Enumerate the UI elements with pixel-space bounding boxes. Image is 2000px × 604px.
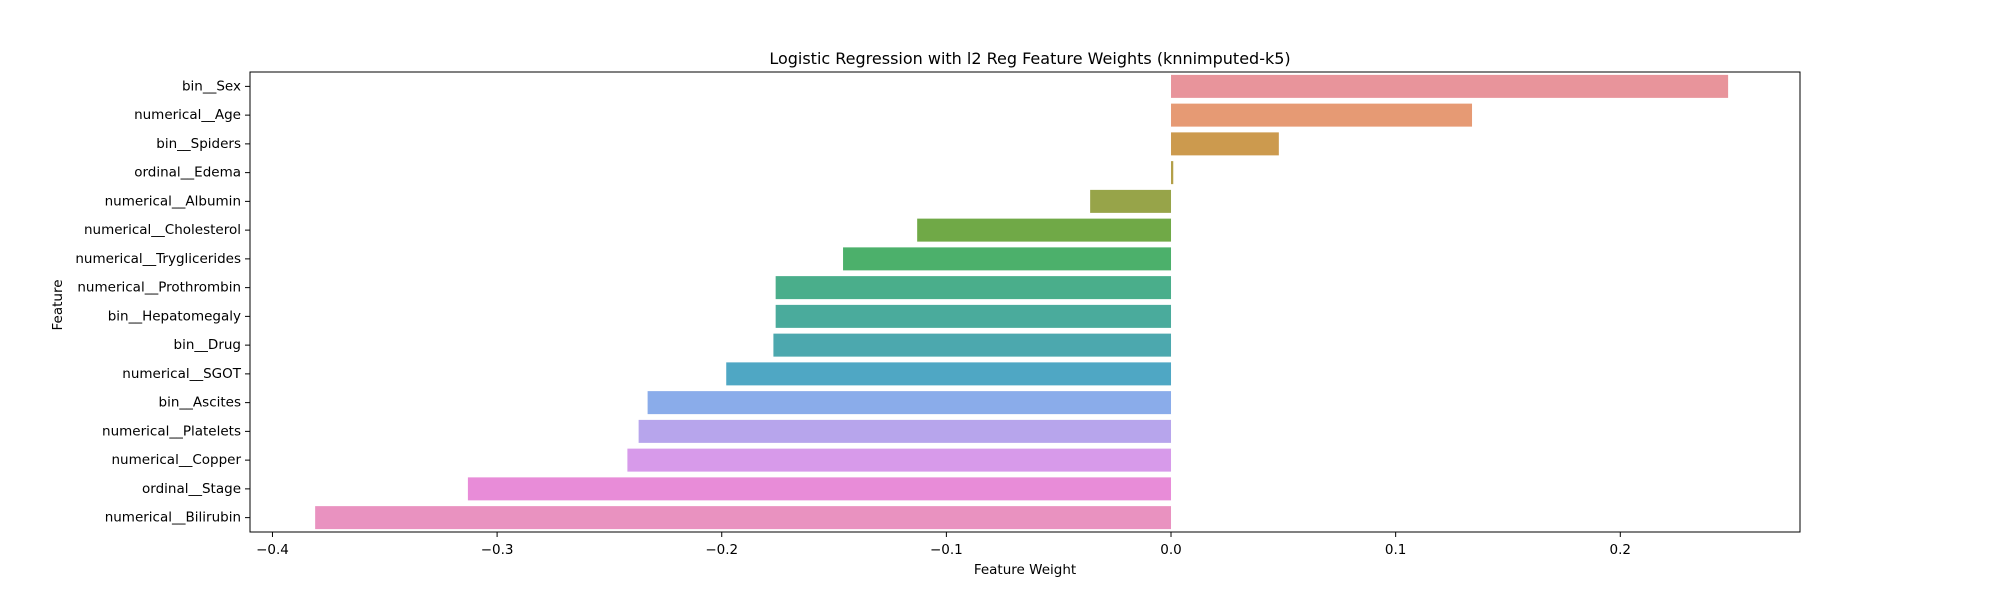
y-tick-label: numerical__SGOT <box>122 366 241 382</box>
y-tick-label: bin__Drug <box>174 337 241 353</box>
y-axis-ticks: bin__Sex numerical__Age bin__Spidersordina… <box>75 78 250 526</box>
x-axis-label: Feature Weight <box>974 562 1076 578</box>
bar-bin-hepatomegaly <box>775 304 1172 328</box>
bar-bin-drug <box>773 333 1172 357</box>
x-tick-label: −0.1 <box>930 542 963 558</box>
x-axis-ticks: −0.4 −0.3 −0.2 −0.1 0.0 0.1 0.2 <box>256 532 1631 558</box>
bar-numerical-albumin <box>1090 189 1172 213</box>
bar-bin-sex <box>1171 74 1729 98</box>
bar-bin-ascites <box>647 391 1172 415</box>
y-tick-label: ordinal__Edema <box>134 165 241 181</box>
bar-numerical-cholesterol <box>917 218 1172 242</box>
x-tick-label: 0.1 <box>1385 542 1406 558</box>
y-tick-label: bin__Spiders <box>156 136 241 152</box>
y-tick-label: bin__Ascites <box>159 395 241 411</box>
bars-layer <box>315 74 1729 530</box>
y-tick-label: numerical__Cholesterol <box>84 222 241 238</box>
x-tick-label: 0.0 <box>1160 542 1181 558</box>
y-tick-label: bin__Hepatomegaly <box>108 308 241 324</box>
bar-ordinal-stage <box>467 477 1172 501</box>
x-tick-label: −0.3 <box>481 542 514 558</box>
bar-numerical-age <box>1171 103 1473 127</box>
bar-numerical-copper <box>627 448 1172 472</box>
y-tick-label: numerical__Platelets <box>102 423 241 439</box>
x-tick-label: 0.2 <box>1610 542 1631 558</box>
bar-numerical-platelets <box>638 419 1172 443</box>
y-tick-label: bin__Sex <box>182 78 241 94</box>
x-tick-label: −0.2 <box>705 542 738 558</box>
y-tick-label: numerical__Tryglicerides <box>75 251 241 267</box>
bar-numerical-tryglicerides <box>843 247 1172 271</box>
y-tick-label: numerical__Copper <box>112 452 242 468</box>
plot-frame <box>249 71 1801 533</box>
chart-title: Logistic Regression with l2 Reg Feature … <box>769 49 1290 68</box>
bar-numerical-prothrombin <box>775 276 1172 300</box>
bar-bin-spiders <box>1171 132 1279 156</box>
bar-numerical-sgot <box>726 362 1172 386</box>
y-tick-label: numerical__Prothrombin <box>77 280 241 296</box>
y-tick-label: numerical__Age <box>134 107 241 123</box>
y-tick-label: ordinal__Stage <box>142 481 241 497</box>
x-tick-label: −0.4 <box>256 542 289 558</box>
y-tick-label: numerical__Albumin <box>105 193 241 209</box>
bar-ordinal-edema <box>1171 161 1174 185</box>
y-tick-label: numerical__Bilirubin <box>105 510 241 526</box>
bar-numerical-bilirubin <box>315 506 1172 530</box>
y-axis-label: Feature <box>50 279 66 330</box>
